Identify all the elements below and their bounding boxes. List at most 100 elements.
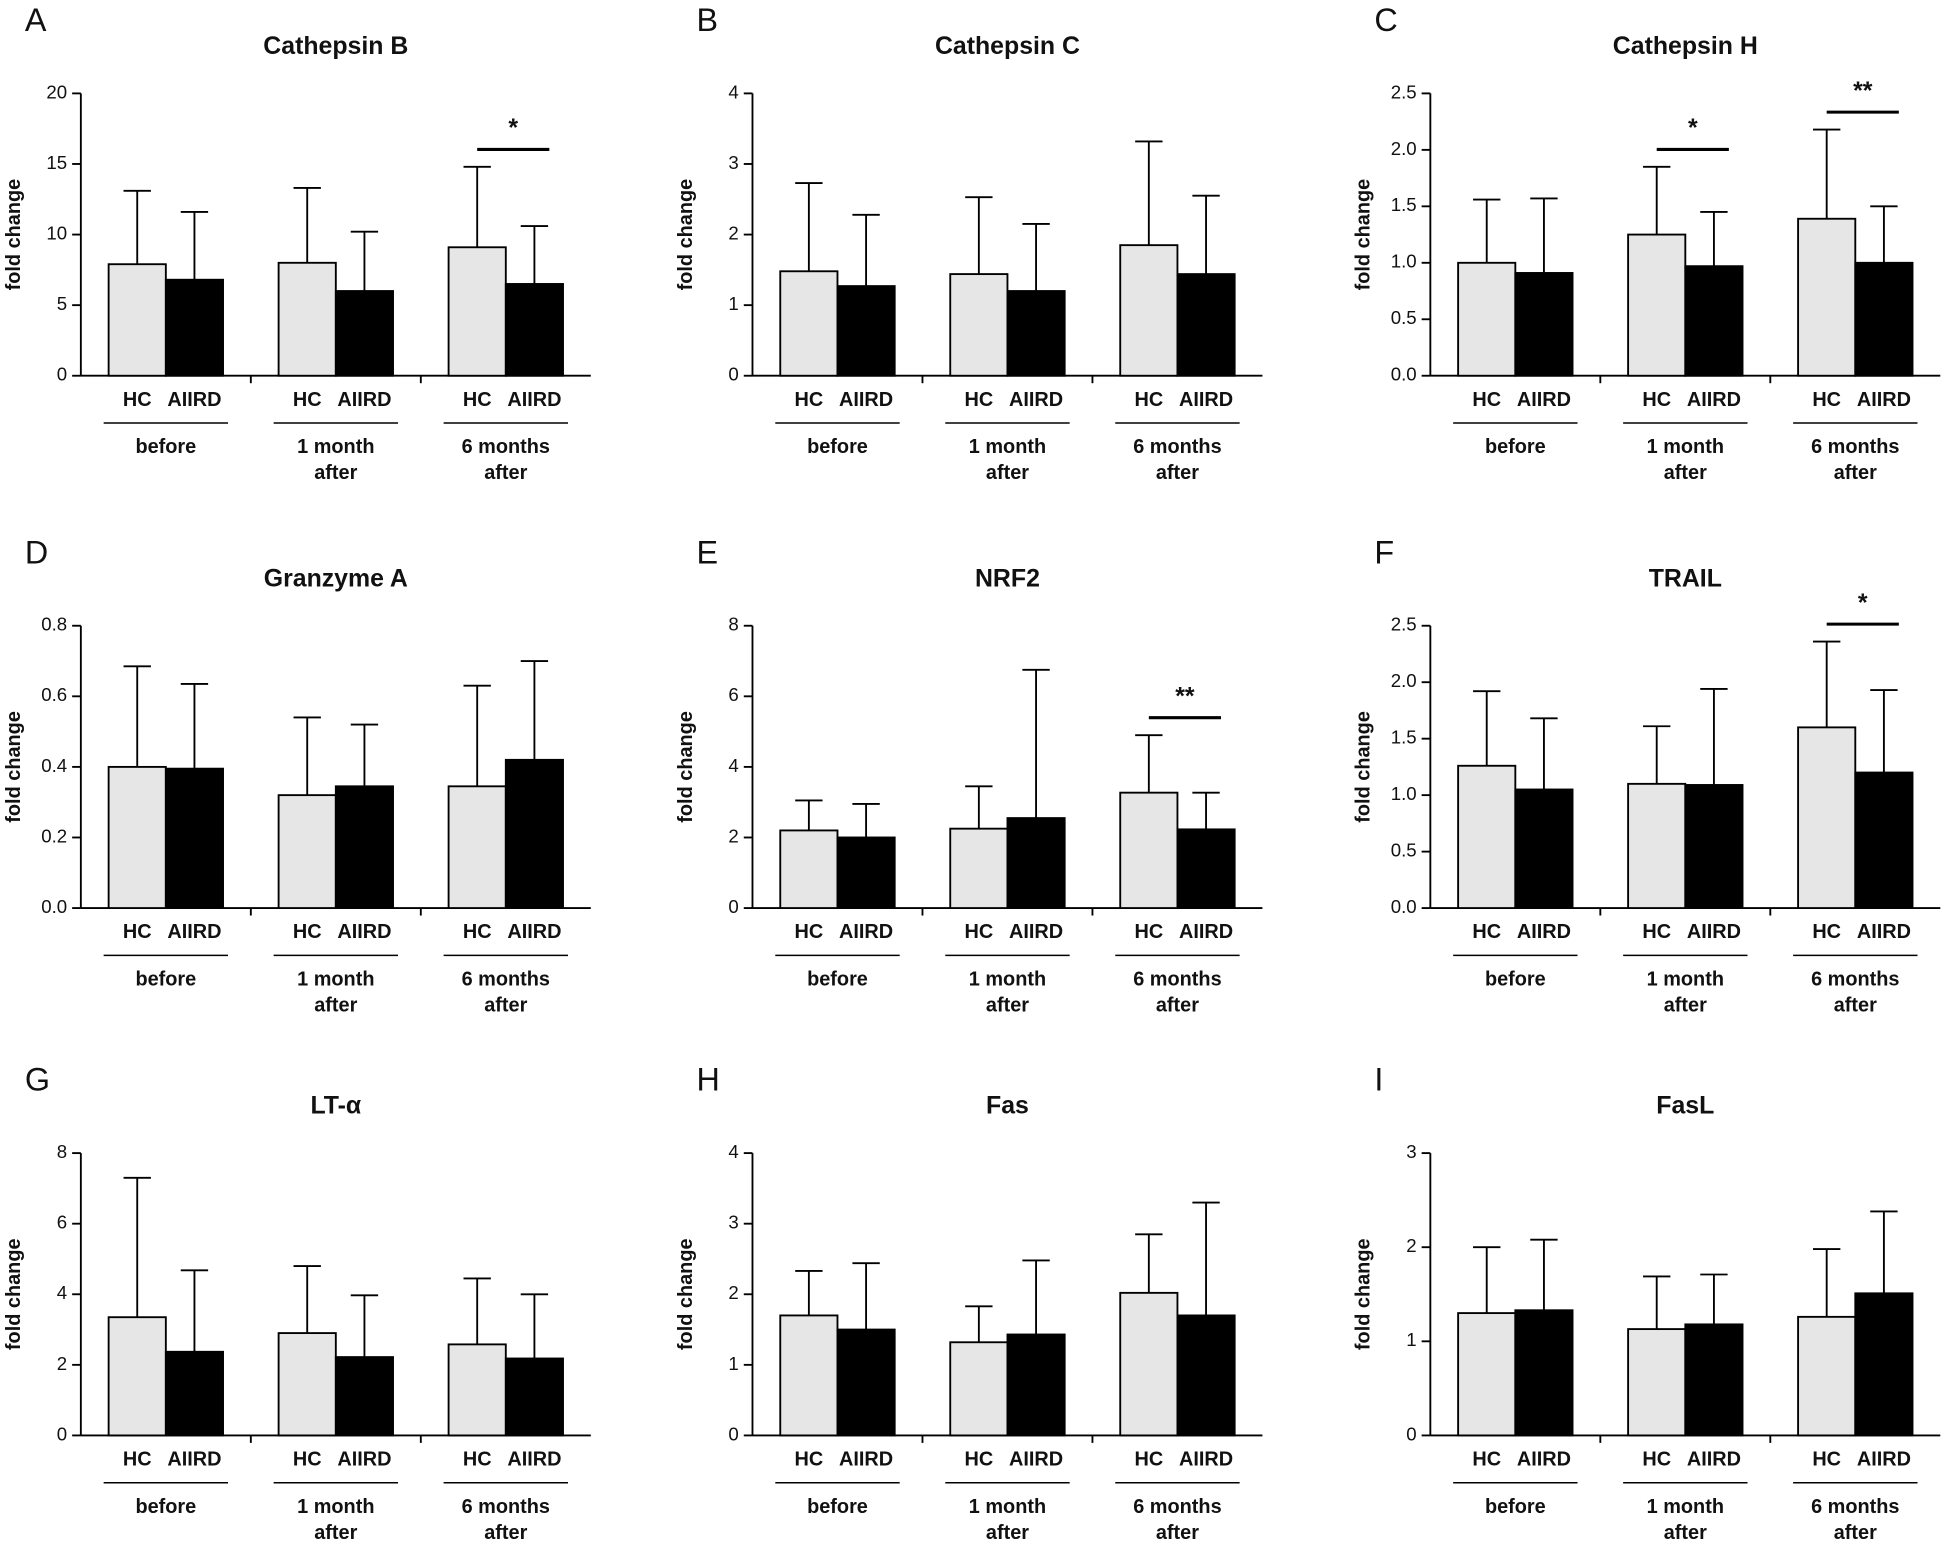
- bar: [949, 273, 1009, 377]
- y-axis-label: fold change: [3, 1238, 25, 1350]
- y-tick-label: 1.0: [1391, 251, 1417, 272]
- x-tick-label: AIIRD: [167, 921, 221, 943]
- bar: [504, 758, 564, 910]
- group-label: after: [1834, 462, 1877, 484]
- panel-letter: H: [697, 1062, 720, 1098]
- x-tick-label: AIIRD: [1687, 389, 1741, 411]
- x-tick-label: HC: [293, 389, 322, 411]
- y-tick-label: 2: [728, 1282, 738, 1303]
- group-label: 6 months: [462, 436, 550, 458]
- x-tick-label: HC: [123, 389, 152, 411]
- y-tick-label: 0: [57, 1423, 67, 1444]
- group-label: after: [1834, 1522, 1877, 1544]
- x-tick-label: HC: [795, 389, 824, 411]
- bar: [504, 283, 564, 377]
- group-label: after: [484, 1522, 527, 1544]
- bar: [779, 829, 839, 910]
- group-label: after: [1664, 462, 1707, 484]
- bar: [1627, 782, 1687, 910]
- panel-letter: A: [25, 2, 47, 38]
- x-tick-label: AIIRD: [839, 1449, 893, 1471]
- chart-title: Cathepsin H: [1613, 32, 1758, 60]
- chart-title: TRAIL: [1649, 564, 1722, 592]
- group-label: 6 months: [1133, 436, 1221, 458]
- x-tick-label: AIIRD: [1517, 921, 1571, 943]
- x-tick-label: HC: [1812, 921, 1841, 943]
- bar: [164, 1350, 224, 1437]
- bar: [277, 794, 337, 910]
- significance-label: **: [1853, 77, 1873, 105]
- group-label: after: [314, 995, 357, 1017]
- chart-title: Cathepsin B: [263, 32, 408, 60]
- bar: [1854, 1292, 1914, 1437]
- group-label: 1 month: [969, 1496, 1046, 1518]
- group-label: after: [484, 462, 527, 484]
- bar: [1457, 261, 1517, 377]
- y-axis-label: fold change: [1353, 711, 1375, 823]
- group-label: 1 month: [969, 436, 1046, 458]
- group-label: before: [807, 436, 868, 458]
- y-tick-label: 1.5: [1391, 727, 1417, 748]
- x-tick-label: AIIRD: [1517, 1449, 1571, 1471]
- group-label: after: [314, 462, 357, 484]
- bar: [334, 785, 394, 910]
- x-tick-label: AIIRD: [507, 1449, 561, 1471]
- panel-letter: C: [1374, 2, 1397, 38]
- y-tick-label: 10: [46, 222, 67, 243]
- y-tick-label: 1: [728, 1353, 738, 1374]
- bar: [1627, 1328, 1687, 1437]
- panel-letter: F: [1374, 534, 1394, 570]
- group-label: before: [1485, 968, 1546, 990]
- x-tick-label: AIIRD: [1857, 389, 1911, 411]
- bar: [1514, 272, 1574, 377]
- panel-letter: G: [25, 1062, 50, 1098]
- bar: [1176, 1314, 1236, 1437]
- group-label: after: [1664, 995, 1707, 1017]
- panel-letter: E: [697, 534, 719, 570]
- bar: [447, 1343, 507, 1437]
- x-tick-label: AIIRD: [1009, 921, 1063, 943]
- bar: [836, 1328, 896, 1437]
- group-label: after: [986, 462, 1029, 484]
- group-label: 6 months: [1133, 968, 1221, 990]
- x-tick-label: HC: [1812, 1449, 1841, 1471]
- y-tick-label: 0.0: [41, 896, 67, 917]
- chart-title: Cathepsin C: [935, 32, 1080, 60]
- y-tick-label: 8: [728, 614, 738, 635]
- panel-letter: B: [697, 2, 719, 38]
- group-label: after: [1156, 1522, 1199, 1544]
- bar: [1797, 1315, 1857, 1437]
- y-axis-label: fold change: [1353, 1238, 1375, 1350]
- x-tick-label: AIIRD: [839, 921, 893, 943]
- bar: [107, 765, 167, 910]
- y-tick-label: 0.8: [41, 614, 67, 635]
- x-tick-label: HC: [123, 921, 152, 943]
- y-tick-label: 6: [57, 1212, 67, 1233]
- x-tick-label: HC: [1472, 1449, 1501, 1471]
- x-tick-label: HC: [293, 1449, 322, 1471]
- chart-title: FasL: [1656, 1092, 1714, 1120]
- y-tick-label: 0.6: [41, 684, 67, 705]
- y-tick-label: 4: [57, 1282, 67, 1303]
- y-tick-label: 0.5: [1391, 307, 1417, 328]
- x-tick-label: HC: [964, 389, 993, 411]
- group-label: after: [986, 1522, 1029, 1544]
- x-tick-label: AIIRD: [507, 389, 561, 411]
- group-label: 1 month: [297, 1496, 374, 1518]
- y-tick-label: 6: [728, 684, 738, 705]
- significance-label: *: [508, 114, 518, 142]
- x-tick-label: HC: [1472, 921, 1501, 943]
- bar: [277, 261, 337, 377]
- group-label: 6 months: [1133, 1496, 1221, 1518]
- y-tick-label: 3: [1406, 1141, 1416, 1162]
- group-label: 6 months: [1811, 1496, 1899, 1518]
- bar: [334, 290, 394, 377]
- bar: [334, 1356, 394, 1437]
- bar: [1006, 1333, 1066, 1437]
- bar: [164, 767, 224, 910]
- y-tick-label: 0.0: [1391, 364, 1417, 385]
- bar: [1006, 290, 1066, 377]
- x-tick-label: AIIRD: [507, 921, 561, 943]
- x-tick-label: HC: [123, 1449, 152, 1471]
- chart-title: Fas: [986, 1092, 1029, 1120]
